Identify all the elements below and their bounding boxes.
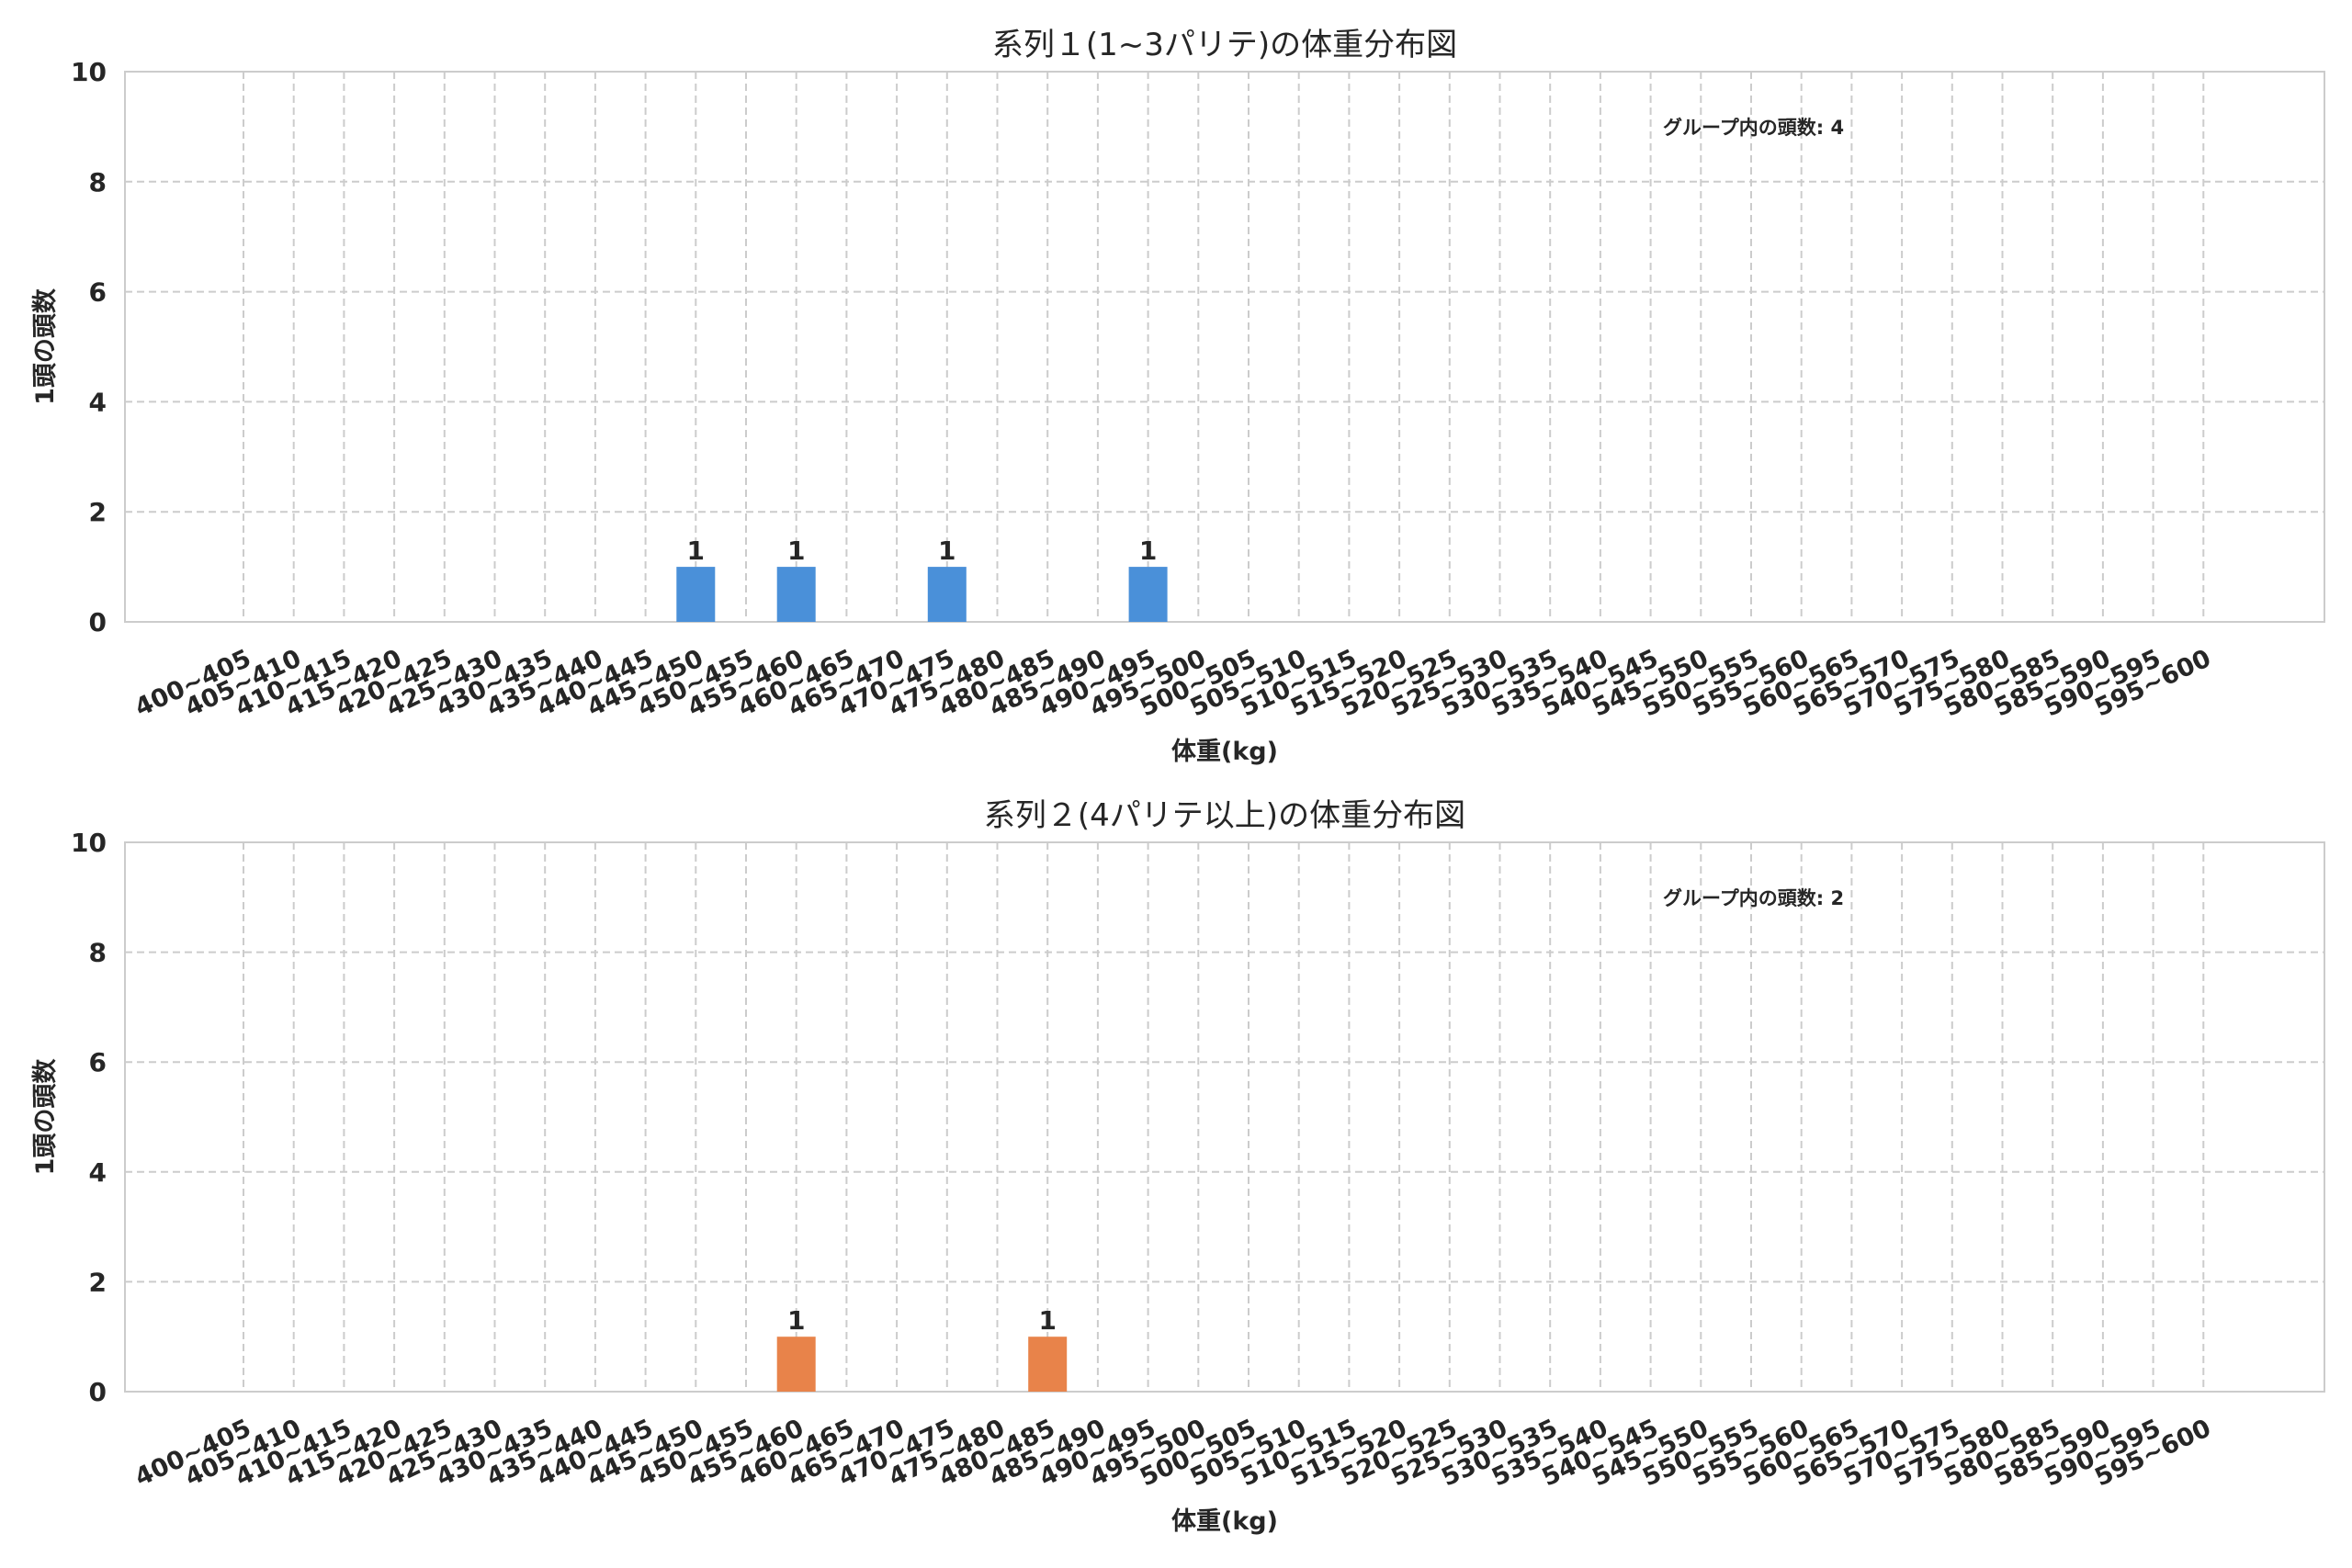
y-tick-label: 10 [71, 57, 107, 87]
bar-value-label: 1 [1038, 1305, 1056, 1336]
chart-panel-2: 1 10246810400~405405~410410~415415~420420… [31, 797, 2325, 1536]
bar-value-label: 1 [787, 536, 805, 566]
y-axis-label: 1頭の頭数 [31, 1058, 60, 1176]
bar-490~495 [1128, 567, 1168, 622]
plot-frame [124, 71, 2325, 623]
bar-value-label: 1 [687, 536, 705, 566]
y-tick-label: 0 [89, 1377, 107, 1407]
bar-480~485 [1028, 1337, 1068, 1392]
group-count-annotation: グループ内の頭数: 4 [1663, 117, 1844, 139]
y-tick-label: 8 [89, 167, 107, 197]
chart-title: 系列２(4パリテ以上)の体重分布図 [984, 797, 1465, 834]
chart-title: 系列１(1~3パリテ)の体重分布図 [992, 27, 1457, 63]
bar-value-label: 1 [1139, 536, 1157, 566]
y-tick-label: 6 [89, 1047, 107, 1077]
y-tick-label: 4 [89, 387, 107, 417]
y-tick-label: 10 [71, 828, 107, 858]
bar-445~450 [676, 567, 716, 622]
y-tick-label: 0 [89, 607, 107, 637]
x-axis-label: 体重(kg) [1171, 738, 1278, 766]
bar-455~460 [776, 567, 816, 622]
x-axis-label: 体重(kg) [1171, 1507, 1278, 1536]
y-tick-label: 4 [89, 1157, 107, 1188]
group-count-annotation: グループ内の頭数: 2 [1663, 887, 1844, 909]
y-axis-label: 1頭の頭数 [31, 288, 60, 405]
bar-value-label: 1 [938, 536, 956, 566]
y-tick-label: 2 [89, 497, 107, 527]
bar-455~460 [776, 1337, 816, 1392]
y-tick-label: 8 [89, 938, 107, 968]
bar-value-label: 1 [787, 1305, 805, 1336]
y-tick-label: 6 [89, 277, 107, 308]
bar-470~475 [927, 567, 967, 622]
chart-panel-1: 1 1 1 10246810400~405405~410410~415415~4204… [31, 27, 2325, 766]
y-tick-label: 2 [89, 1267, 107, 1297]
plot-frame [124, 841, 2325, 1393]
